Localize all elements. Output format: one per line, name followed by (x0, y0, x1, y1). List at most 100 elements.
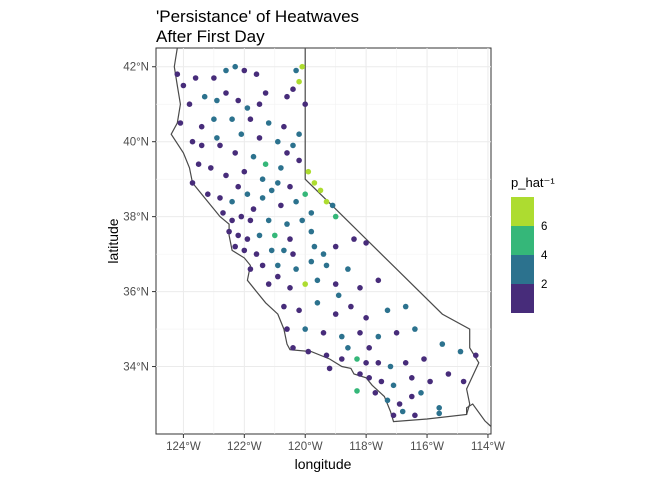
station-point (262, 90, 269, 96)
station-point (436, 410, 443, 417)
y-tick-label: 34°N (123, 362, 149, 374)
station-point (287, 236, 293, 242)
legend-label: 6 (541, 221, 547, 233)
station-point (247, 266, 254, 272)
station-point (412, 412, 418, 419)
station-point (268, 247, 275, 254)
station-point (256, 101, 263, 107)
station-point (308, 228, 315, 235)
station-point (396, 401, 403, 407)
station-point (445, 371, 452, 377)
station-point (351, 236, 357, 242)
station-points (174, 63, 479, 419)
station-point (241, 67, 248, 74)
station-point (296, 307, 302, 314)
station-point (332, 311, 339, 317)
station-point (211, 116, 217, 122)
y-axis-title: latitude (105, 218, 121, 263)
station-point (232, 243, 238, 250)
x-tick-label: 114°W (471, 441, 505, 453)
station-point (299, 63, 306, 70)
station-point (214, 97, 220, 104)
station-point (259, 176, 266, 182)
station-point (278, 202, 284, 209)
station-point (339, 333, 345, 340)
station-point (305, 348, 312, 355)
station-point (363, 360, 369, 366)
station-point (238, 131, 245, 137)
station-point (418, 390, 424, 396)
station-point (232, 150, 238, 156)
station-point (229, 217, 235, 224)
station-point (284, 326, 290, 332)
station-point (399, 408, 406, 415)
station-point (226, 228, 232, 235)
station-point (366, 345, 373, 351)
station-point (244, 105, 251, 111)
station-point (317, 187, 324, 194)
station-point (354, 356, 360, 362)
station-point (189, 180, 196, 186)
station-point (235, 97, 241, 104)
station-point (323, 198, 330, 205)
station-point (384, 397, 391, 404)
station-point (308, 258, 315, 265)
station-point (390, 382, 397, 389)
legend-color-bin (511, 255, 534, 284)
station-point (177, 120, 184, 126)
legend-title: p_hat⁻¹ (511, 175, 555, 190)
station-point (281, 303, 287, 310)
station-point (208, 165, 214, 171)
station-point (302, 326, 309, 332)
station-point (427, 378, 433, 385)
station-point (232, 63, 238, 70)
station-point (195, 161, 202, 167)
station-point (201, 93, 208, 100)
station-point (256, 135, 263, 141)
station-point (247, 116, 254, 122)
station-point (421, 356, 427, 362)
station-point (229, 198, 235, 205)
legend-color-bin (511, 284, 534, 313)
station-point (412, 326, 418, 332)
station-point (296, 157, 302, 164)
station-point (214, 135, 220, 141)
station-point (375, 277, 382, 284)
station-point (354, 388, 360, 394)
station-point (198, 142, 205, 149)
legend-label: 4 (541, 250, 548, 262)
station-point (287, 183, 293, 190)
station-point (436, 405, 443, 411)
station-point (409, 375, 415, 381)
legend-label: 2 (541, 279, 547, 291)
plot-panel (155, 47, 492, 435)
station-point (345, 266, 351, 272)
x-tick-label: 118°W (349, 441, 383, 453)
station-point (281, 247, 287, 254)
x-tick-label: 124°W (166, 441, 201, 453)
station-point (402, 360, 409, 366)
legend-color-bin (511, 226, 534, 255)
station-point (250, 153, 257, 160)
station-point (363, 240, 369, 246)
station-point (241, 168, 248, 175)
station-point (378, 378, 385, 385)
legend: p_hat⁻¹ 6 4 2 (511, 175, 555, 313)
station-point (293, 266, 299, 272)
station-point (244, 236, 251, 242)
station-point (268, 187, 275, 194)
station-point (287, 285, 293, 291)
x-tick-label: 120°W (288, 441, 323, 453)
y-tick-label: 38°N (123, 212, 149, 224)
station-point (357, 371, 363, 377)
x-tick-label: 122°W (227, 441, 262, 453)
station-point (409, 393, 415, 400)
legend-color-bin (511, 197, 534, 226)
station-point (259, 262, 266, 269)
station-point (320, 251, 327, 257)
chart-title-line-1: 'Persistance' of Heatwaves (156, 7, 359, 26)
station-point (326, 365, 333, 372)
station-point (256, 232, 263, 239)
station-point (335, 292, 342, 299)
